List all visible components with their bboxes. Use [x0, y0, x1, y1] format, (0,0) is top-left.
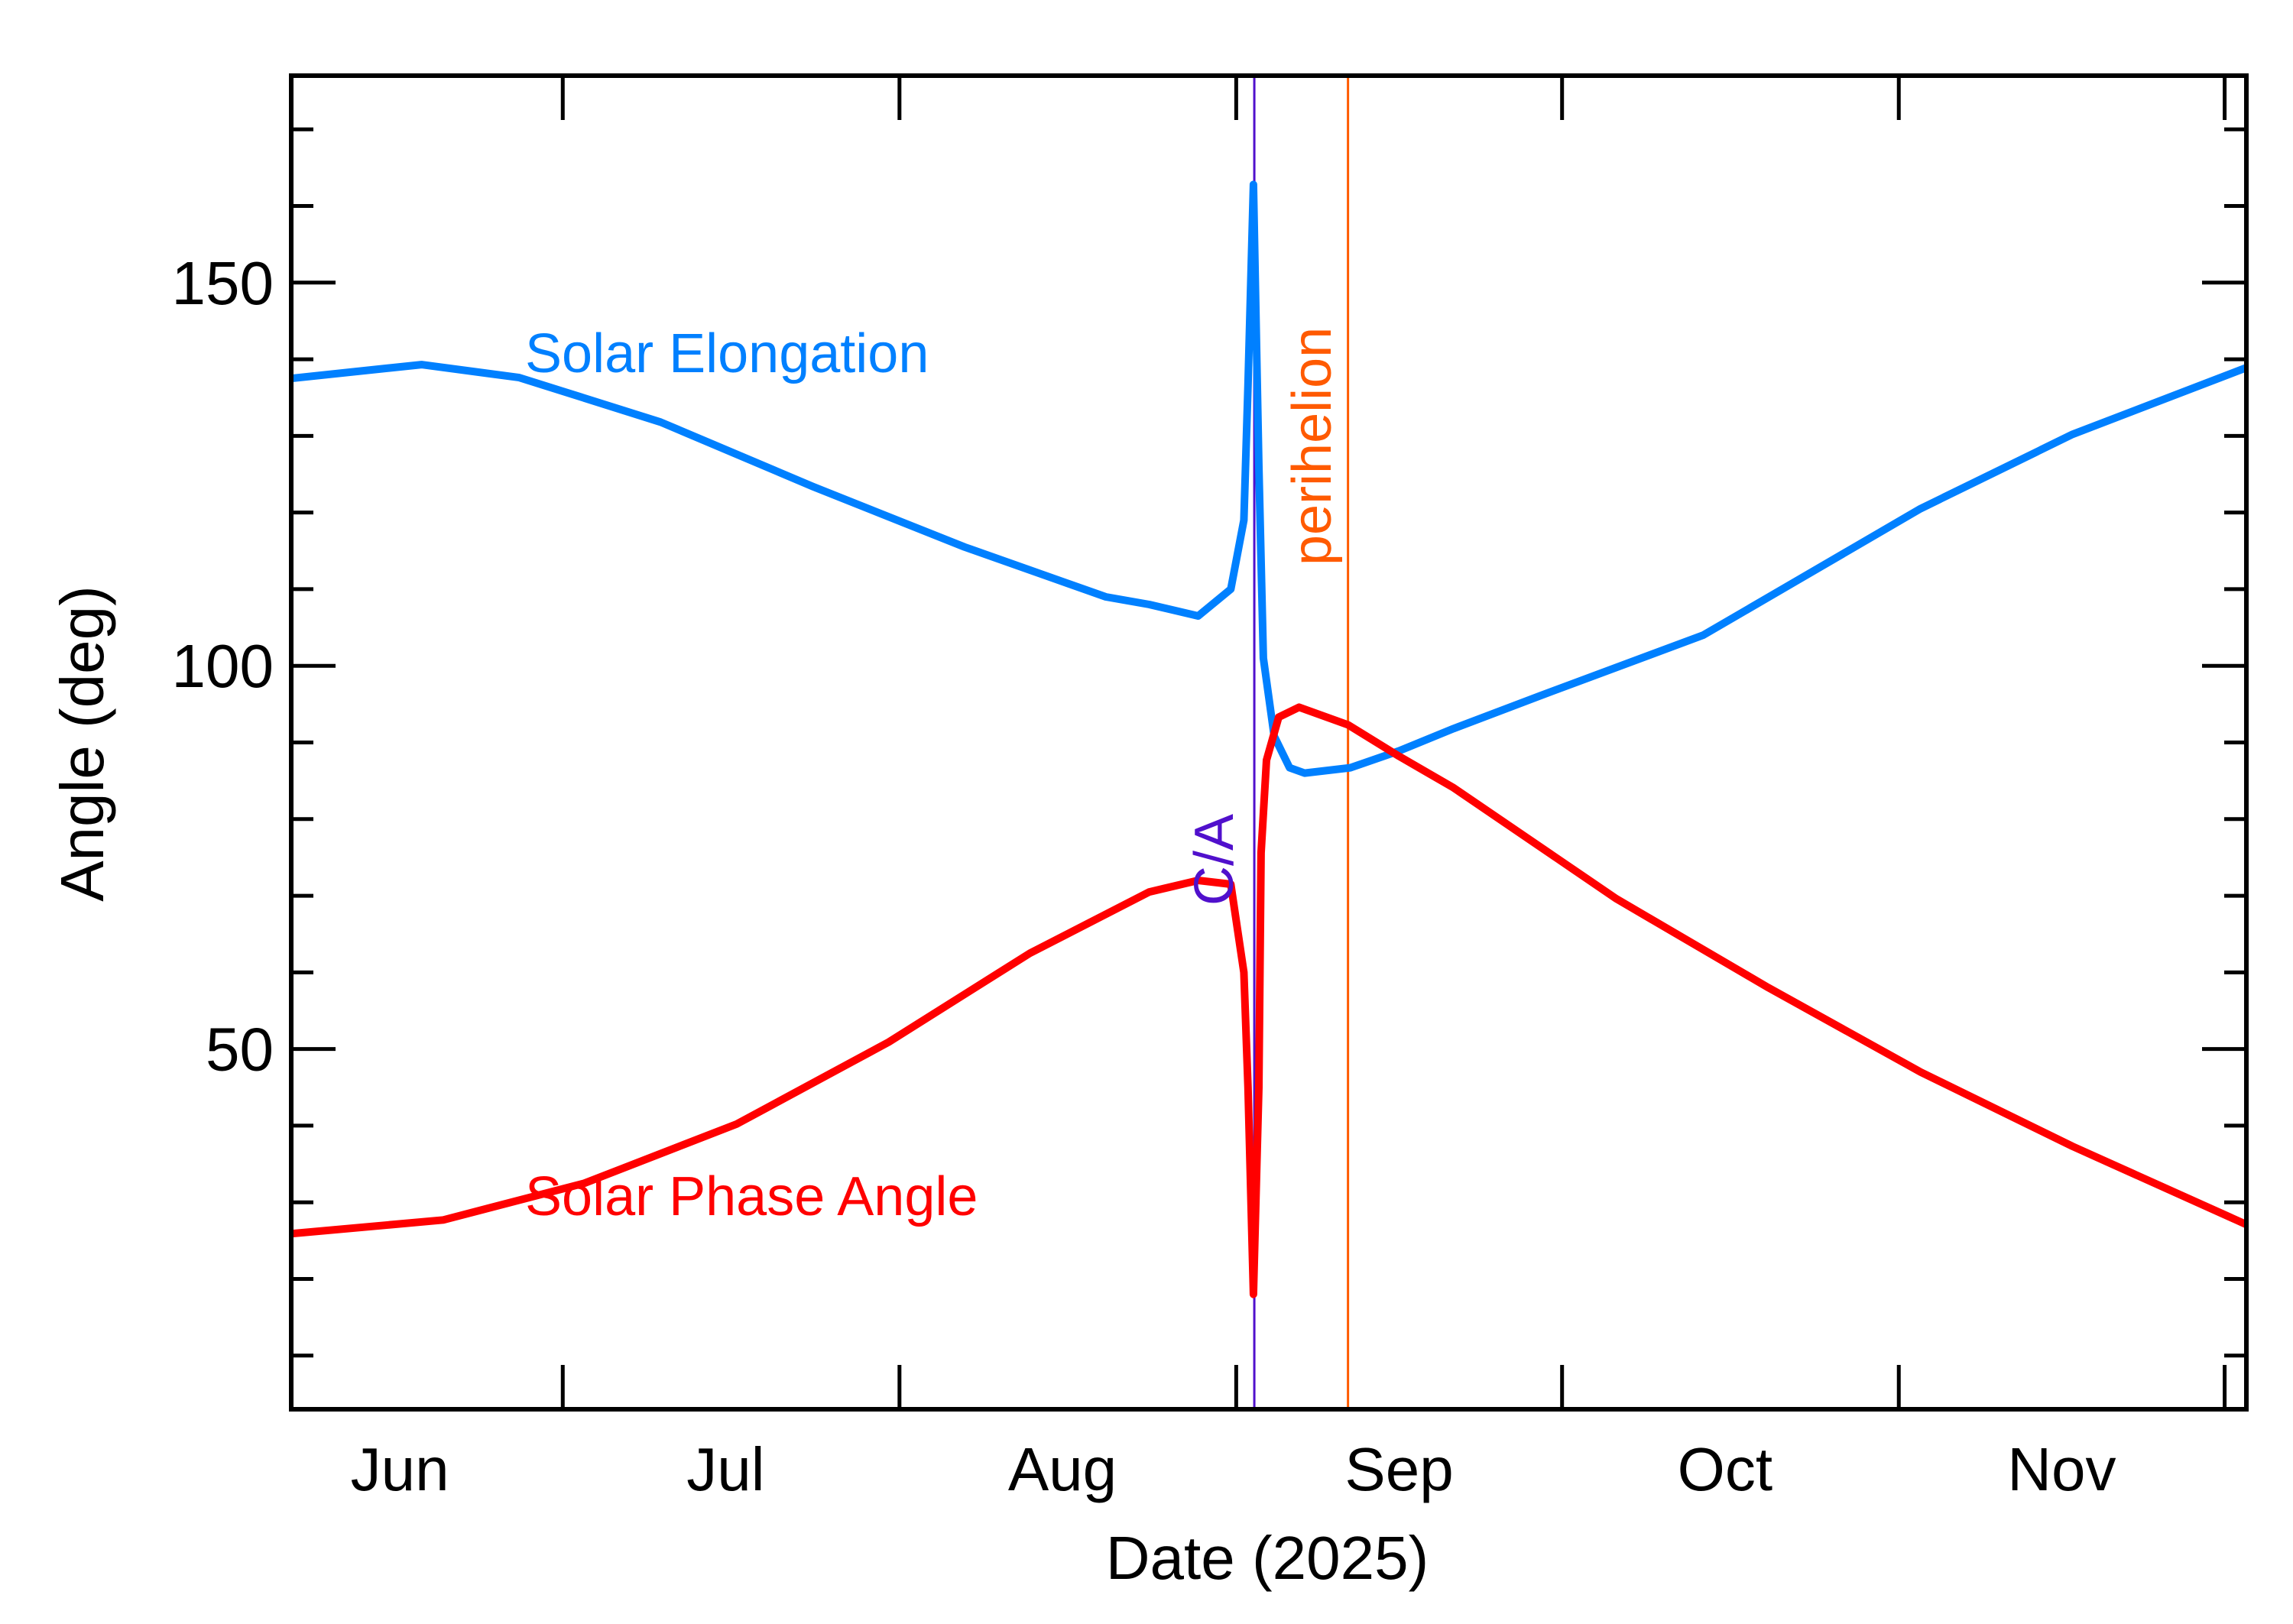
x-tick-label: Jul: [686, 1435, 764, 1503]
x-tick-label: Nov: [2007, 1435, 2116, 1503]
y-tick-label: 100: [172, 632, 274, 700]
x-tick-label: Oct: [1678, 1435, 1772, 1503]
x-tick-label: Jun: [351, 1435, 449, 1503]
y-tick-label: 50: [206, 1016, 274, 1084]
series-label-solar-phase-angle: Solar Phase Angle: [525, 1166, 978, 1227]
plot-frame: [289, 73, 2249, 1412]
x-tick-label: Aug: [1008, 1435, 1117, 1503]
series-line-solar-elongation: [290, 180, 2248, 777]
series-lines: [290, 180, 2249, 1298]
axis-ticks: Jun Jul Aug Sep Oct Nov 50 100 150: [172, 76, 2246, 1503]
series-label-solar-elongation: Solar Elongation: [525, 323, 929, 384]
x-tick-label: Sep: [1344, 1435, 1453, 1503]
marker-label-ca: C/A: [1184, 814, 1245, 906]
y-tick-label: 150: [172, 249, 274, 317]
y-axis-title: Angle (deg): [48, 585, 116, 902]
series-line-solar-phase-angle: [290, 703, 2249, 1298]
marker-label-perihelion: perihelion: [1282, 327, 1343, 566]
x-axis-title: Date (2025): [1106, 1524, 1429, 1592]
